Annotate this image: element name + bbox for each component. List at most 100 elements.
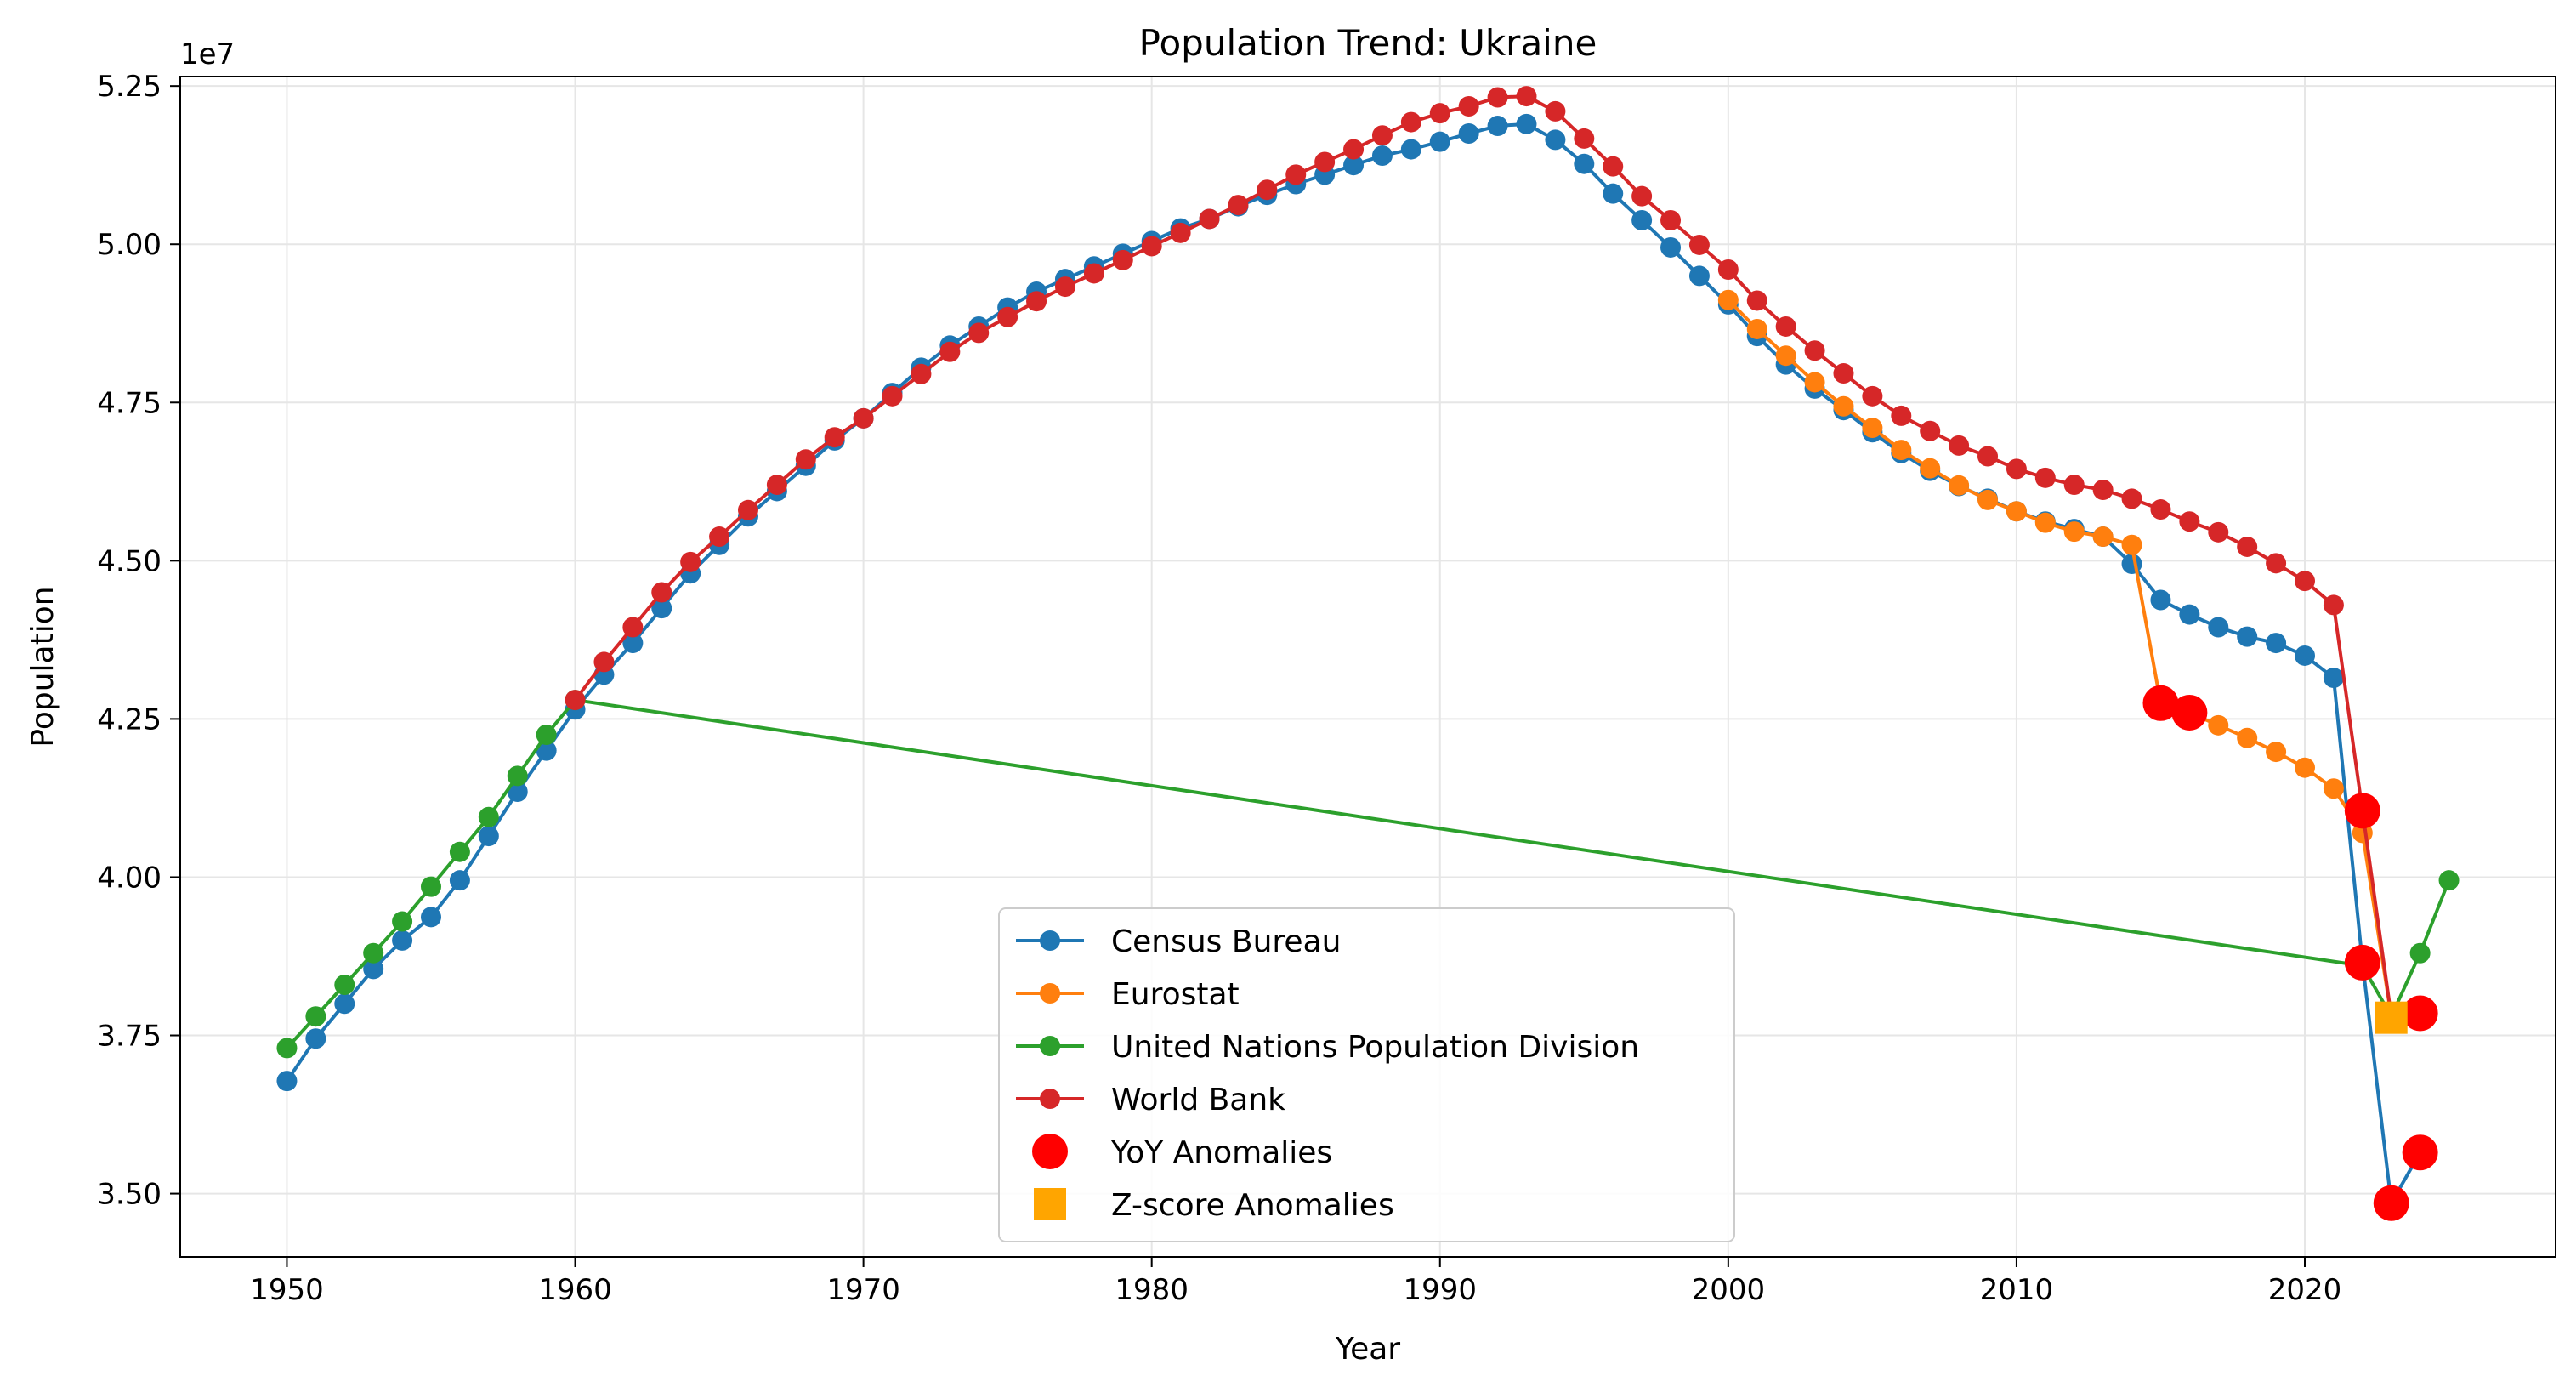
data-point (651, 582, 672, 603)
data-point (478, 806, 499, 827)
data-point (305, 1028, 326, 1049)
data-point (305, 1006, 326, 1027)
data-point (1516, 86, 1537, 107)
data-point (2237, 536, 2258, 557)
legend-label: YoY Anomalies (1110, 1135, 1332, 1170)
legend-swatch-square (1034, 1188, 1066, 1220)
data-point (2006, 501, 2027, 522)
data-point (2323, 668, 2344, 689)
data-point (2006, 458, 2027, 480)
data-point (565, 690, 586, 711)
y-tick-label: 3.75 (97, 1020, 162, 1054)
data-point (420, 907, 441, 928)
data-point (449, 870, 470, 891)
data-point (1977, 446, 1999, 467)
data-point (1545, 129, 1566, 151)
data-point (1949, 435, 1970, 456)
data-point (334, 993, 355, 1015)
data-point (2092, 526, 2114, 548)
data-point (737, 499, 758, 520)
data-point (2438, 870, 2460, 891)
data-point (680, 551, 701, 572)
data-point (1343, 155, 1365, 176)
series-3 (565, 86, 2402, 1027)
data-point (911, 363, 932, 384)
data-point (2092, 479, 2114, 500)
legend-swatch-circle (1032, 1134, 1068, 1169)
x-tick-label: 2020 (2268, 1273, 2342, 1307)
data-point (2208, 521, 2229, 543)
data-point (2179, 511, 2200, 532)
data-point (1891, 440, 1912, 461)
y-tick-label: 5.00 (97, 228, 162, 262)
plot-frame (179, 76, 2556, 1258)
data-point (1804, 372, 1825, 393)
data-point (1920, 420, 1941, 441)
data-point (1314, 151, 1336, 173)
data-point (1343, 139, 1365, 160)
data-point (507, 765, 528, 787)
data-point (795, 449, 816, 470)
data-point (1429, 103, 1450, 124)
chart-title: Population Trend: Ukraine (1139, 22, 1597, 64)
data-point (1603, 183, 1624, 204)
data-point (1977, 489, 1999, 510)
data-point (2237, 626, 2258, 647)
data-point (334, 974, 355, 995)
x-tick-label: 1980 (1115, 1273, 1189, 1307)
data-point (1717, 259, 1739, 280)
yoy-anomaly-marker (2344, 944, 2380, 981)
data-point (2266, 633, 2287, 654)
yoy-anomaly-marker (2402, 1134, 2438, 1171)
legend-swatch-marker (1040, 930, 1060, 951)
data-point (1574, 153, 1595, 174)
data-point (536, 740, 557, 761)
data-point (1458, 95, 1479, 117)
data-point (1746, 318, 1767, 339)
data-point (1631, 185, 1653, 207)
data-point (2295, 757, 2316, 778)
data-point (2121, 534, 2142, 555)
x-tick-label: 1950 (250, 1273, 324, 1307)
legend-swatch-marker (1040, 983, 1060, 1004)
x-tick-label: 1970 (826, 1273, 900, 1307)
data-point (2266, 742, 2287, 763)
yoy-anomaly-marker (2373, 1185, 2409, 1221)
data-point (1429, 131, 1450, 152)
legend-label: United Nations Population Division (1111, 1030, 1639, 1065)
data-point (2208, 617, 2229, 638)
data-point (2063, 475, 2085, 496)
data-point (1688, 234, 1710, 255)
data-point (1054, 276, 1075, 298)
data-point (392, 911, 413, 932)
data-point (853, 407, 874, 429)
y-scale-label: 1e7 (180, 37, 235, 71)
data-point (1371, 125, 1393, 146)
data-point (478, 826, 499, 847)
y-tick-label: 4.75 (97, 386, 162, 420)
data-point (363, 958, 384, 980)
data-point (1775, 345, 1796, 367)
data-point (392, 930, 413, 951)
y-tick-label: 4.25 (97, 702, 162, 736)
zscore-anomaly-marker (2375, 1001, 2408, 1034)
data-point (1717, 289, 1739, 310)
data-point (2409, 942, 2431, 964)
data-point (1400, 111, 1421, 133)
data-point (1862, 418, 1883, 439)
series-line (573, 94, 2393, 1017)
legend-label: Eurostat (1111, 977, 1240, 1012)
data-point (1804, 340, 1825, 361)
series-1 (1717, 289, 2402, 1027)
data-point (651, 598, 672, 619)
data-point (363, 942, 384, 964)
data-point (1891, 405, 1912, 426)
legend: Census Bureau Eurostat United Nations Popu… (998, 907, 1735, 1242)
data-point (1112, 249, 1133, 270)
data-point (709, 526, 730, 548)
data-point (2150, 499, 2171, 520)
data-point (1285, 164, 1307, 185)
data-point (882, 385, 903, 407)
y-tick-label: 5.25 (97, 70, 162, 104)
